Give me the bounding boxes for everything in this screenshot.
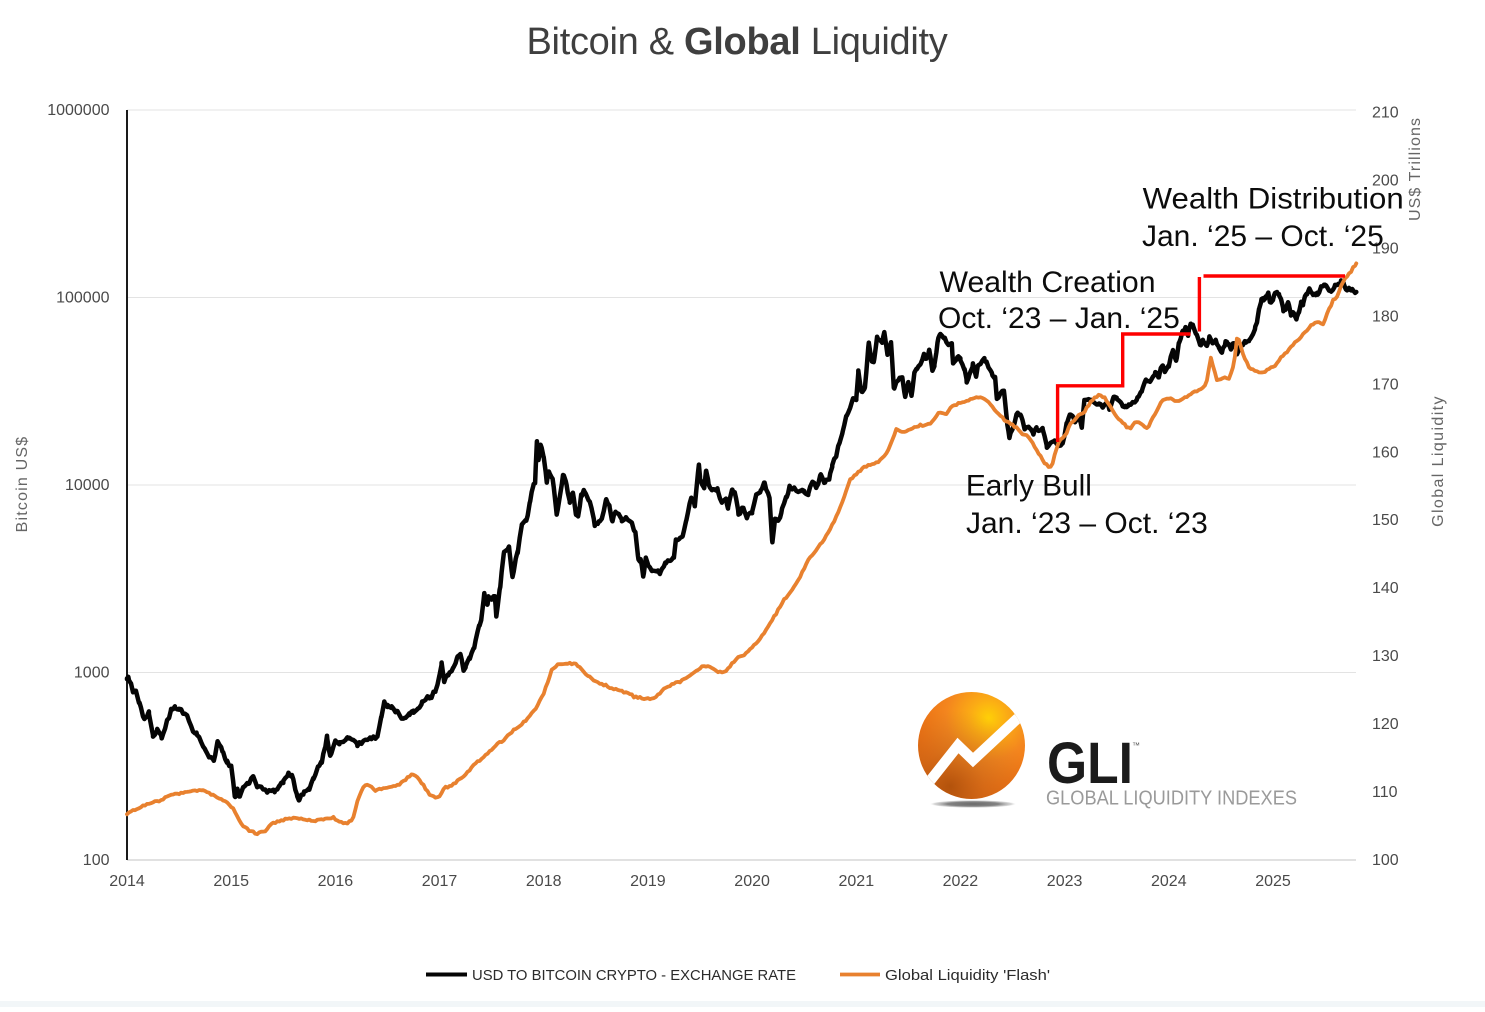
svg-text:2017: 2017 <box>422 873 458 890</box>
svg-text:120: 120 <box>1372 716 1399 733</box>
svg-text:2019: 2019 <box>630 873 666 890</box>
svg-text:Bitcoin US$: Bitcoin US$ <box>14 436 31 533</box>
svg-text:150: 150 <box>1372 512 1399 529</box>
svg-text:2022: 2022 <box>943 873 979 890</box>
svg-text:Wealth Creation: Wealth Creation <box>940 266 1156 299</box>
svg-text:210: 210 <box>1372 105 1399 122</box>
svg-text:US$ Trillions: US$ Trillions <box>1407 117 1424 221</box>
svg-text:Jan. ‘23 – Oct. ‘23: Jan. ‘23 – Oct. ‘23 <box>966 507 1208 540</box>
svg-text:Wealth Distribution: Wealth Distribution <box>1143 183 1404 216</box>
svg-text:2014: 2014 <box>109 873 145 890</box>
svg-text:190: 190 <box>1372 241 1399 258</box>
svg-text:2023: 2023 <box>1047 873 1083 890</box>
svg-text:2025: 2025 <box>1255 873 1291 890</box>
svg-text:2015: 2015 <box>213 873 249 890</box>
svg-text:100: 100 <box>83 852 110 869</box>
svg-text:2021: 2021 <box>839 873 875 890</box>
svg-text:2016: 2016 <box>318 873 354 890</box>
svg-text:140: 140 <box>1372 580 1399 597</box>
svg-text:2020: 2020 <box>734 873 770 890</box>
svg-text:100: 100 <box>1372 852 1399 869</box>
svg-text:™: ™ <box>1132 741 1140 750</box>
svg-text:110: 110 <box>1372 784 1398 801</box>
svg-text:Oct. ‘23 – Jan. ‘25: Oct. ‘23 – Jan. ‘25 <box>938 302 1180 335</box>
svg-text:GLOBAL LIQUIDITY INDEXES: GLOBAL LIQUIDITY INDEXES <box>1046 788 1297 810</box>
svg-text:USD TO BITCOIN CRYPTO - EXCHAN: USD TO BITCOIN CRYPTO - EXCHANGE RATE <box>472 967 796 984</box>
svg-text:2024: 2024 <box>1151 873 1187 890</box>
svg-text:2018: 2018 <box>526 873 562 890</box>
svg-text:Global Liquidity 'Flash': Global Liquidity 'Flash' <box>885 967 1050 984</box>
svg-text:170: 170 <box>1372 376 1399 393</box>
svg-text:10000: 10000 <box>65 477 110 494</box>
svg-text:180: 180 <box>1372 308 1399 325</box>
svg-text:100000: 100000 <box>56 290 109 307</box>
svg-text:130: 130 <box>1372 648 1399 665</box>
svg-text:200: 200 <box>1372 173 1399 190</box>
svg-text:160: 160 <box>1372 444 1399 461</box>
svg-text:GLI: GLI <box>1047 731 1133 796</box>
svg-text:1000: 1000 <box>74 665 110 682</box>
svg-text:1000000: 1000000 <box>47 102 109 119</box>
svg-text:Jan. ‘25 – Oct. ‘25: Jan. ‘25 – Oct. ‘25 <box>1142 220 1384 253</box>
svg-text:Early Bull: Early Bull <box>966 470 1092 503</box>
svg-text:Bitcoin & Global Liquidity: Bitcoin & Global Liquidity <box>527 21 948 63</box>
svg-text:Global Liquidity: Global Liquidity <box>1430 395 1447 527</box>
